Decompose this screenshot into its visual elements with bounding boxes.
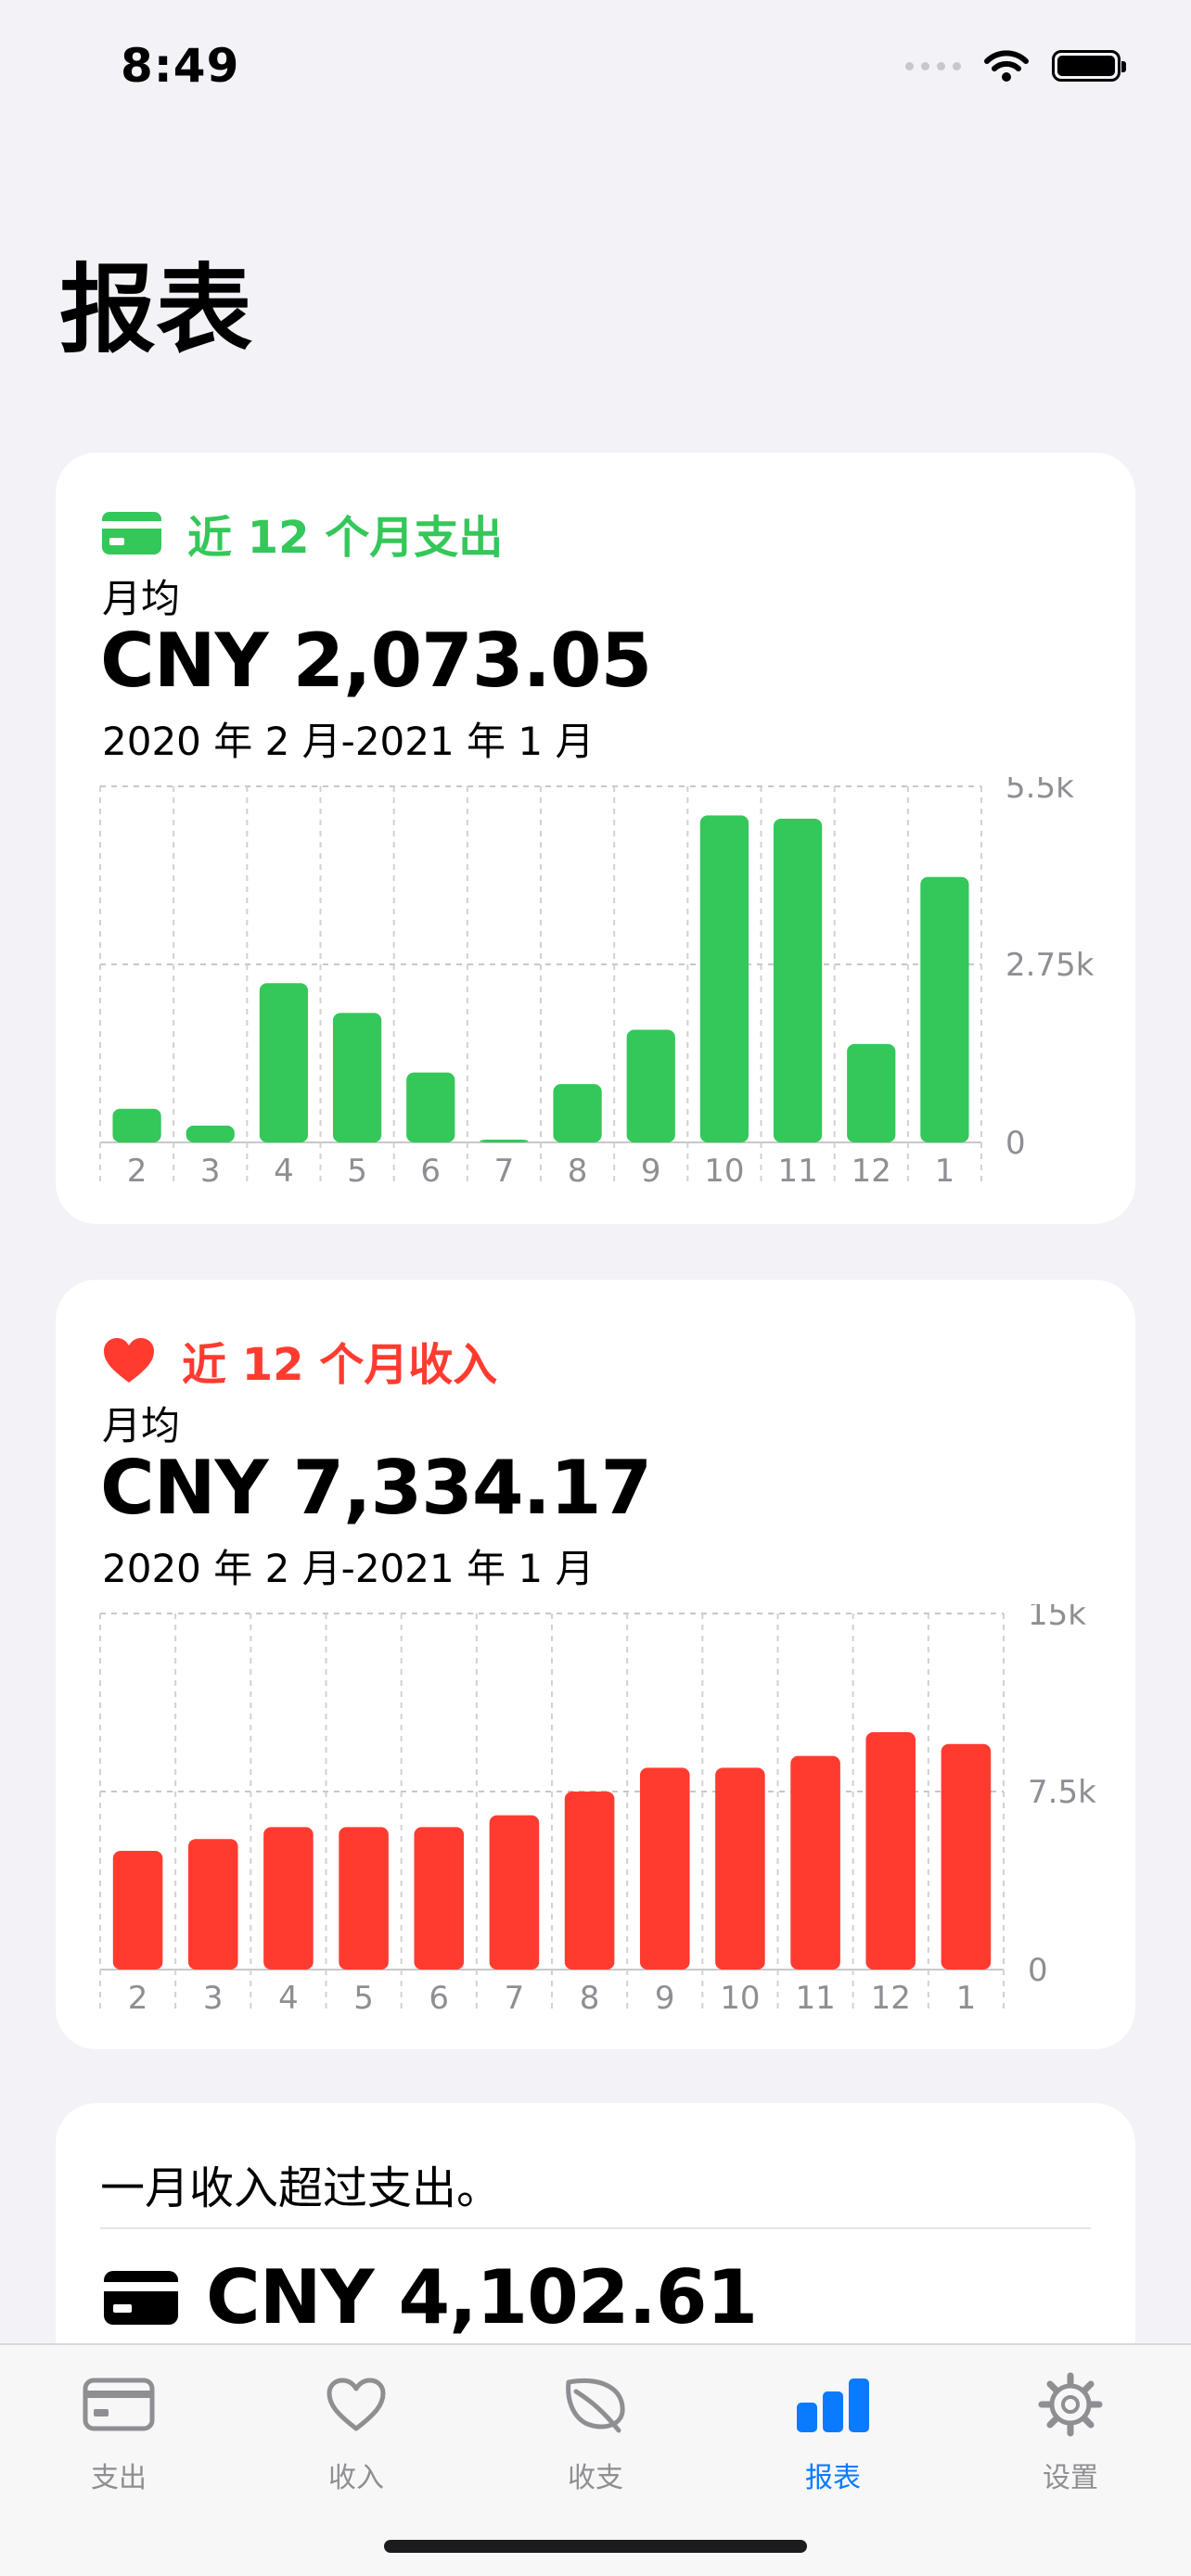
page-title: 报表 [59, 253, 253, 366]
y-tick-label: 0 [1005, 1125, 1026, 1162]
x-tick-label: 12 [852, 1153, 891, 1185]
tab-balance-label: 收支 [568, 2462, 623, 2494]
x-tick-label: 1 [956, 1980, 977, 2012]
income-card-header: 近 12 个月收入 [102, 1328, 497, 1393]
bar [187, 1839, 238, 1970]
x-tick-label: 5 [353, 1980, 374, 2012]
tab-expense[interactable]: 支出 [45, 2371, 193, 2495]
summary-row: CNY 4,102.61 [104, 2254, 758, 2340]
bar [112, 1108, 161, 1142]
x-tick-label: 7 [505, 1980, 525, 2012]
x-tick-label: 11 [795, 1980, 835, 2012]
x-tick-label: 11 [777, 1153, 817, 1185]
income-card[interactable]: 近 12 个月收入 月均 CNY 7,334.17 2020 年 2 月-202… [56, 1280, 1135, 2049]
bar [406, 1072, 455, 1142]
expense-period: 2020 年 2 月-2021 年 1 月 [102, 719, 595, 764]
tab-reports-label: 报表 [805, 2462, 861, 2494]
signal-icon [905, 61, 961, 70]
heart-icon [104, 1338, 154, 1383]
bar [847, 1043, 896, 1142]
leaf-icon [566, 2378, 625, 2433]
bar [553, 1084, 602, 1142]
bar [790, 1755, 840, 1970]
x-tick-label: 10 [720, 1980, 760, 2012]
y-tick-label: 5.5k [1005, 777, 1074, 806]
y-tick-label: 2.75k [1005, 947, 1095, 984]
income-avg-label: 月均 [102, 1403, 181, 1448]
bar [564, 1792, 615, 1970]
card-icon [83, 2378, 155, 2431]
tab-settings[interactable]: 设置 [996, 2371, 1145, 2495]
gear-icon [1038, 2372, 1103, 2437]
heart-icon [327, 2378, 386, 2431]
x-tick-label: 12 [871, 1980, 911, 2012]
y-tick-label: 0 [1028, 1952, 1048, 1989]
tab-income-label: 收入 [328, 2462, 384, 2494]
card-icon [104, 2271, 178, 2325]
tab-income[interactable]: 收入 [282, 2371, 430, 2495]
bar [639, 1767, 690, 1970]
income-card-title: 近 12 个月收入 [182, 1339, 498, 1391]
expense-chart: 2 3 4 5 6 7 8 9 10 11 12 1 5.5k 2.75k 0 [99, 777, 1095, 1185]
bar [715, 1767, 765, 1970]
expense-avg-label: 月均 [102, 576, 181, 621]
income-period: 2020 年 2 月-2021 年 1 月 [102, 1546, 595, 1591]
x-tick-label: 8 [580, 1980, 600, 2012]
x-tick-label: 6 [429, 1980, 449, 2012]
x-tick-label: 8 [568, 1153, 588, 1185]
expense-card[interactable]: 近 12 个月支出 月均 CNY 2,073.05 2020 年 2 月-202… [56, 453, 1135, 1224]
bar [186, 1125, 235, 1142]
bar [865, 1732, 916, 1970]
bar [332, 1013, 382, 1142]
summary-amount: CNY 4,102.61 [206, 2254, 758, 2340]
summary-text: 一月收入超过支出。 [100, 2162, 502, 2214]
x-tick-label: 2 [127, 1153, 147, 1185]
income-chart: 2 3 4 5 6 7 8 9 10 11 12 1 15k 7.5k 0 [99, 1604, 1096, 2012]
tab-balance[interactable]: 收支 [521, 2371, 670, 2495]
x-tick-label: 9 [655, 1980, 675, 2012]
income-amount: CNY 7,334.17 [100, 1445, 652, 1531]
status-time: 8:49 [121, 39, 240, 93]
bar [480, 1140, 529, 1142]
tab-reports[interactable]: 报表 [759, 2371, 907, 2495]
bar [489, 1815, 540, 1970]
tab-bar: 支出 收入 收支 报表 [0, 2343, 1191, 2576]
tab-expense-label: 支出 [91, 2462, 147, 2494]
bar [941, 1743, 992, 1970]
card-icon [102, 512, 161, 555]
x-tick-label: 3 [200, 1153, 221, 1185]
x-tick-label: 1 [935, 1153, 955, 1185]
bar [112, 1851, 163, 1970]
expense-amount: CNY 2,073.05 [100, 618, 652, 704]
bar [626, 1029, 675, 1142]
bar [259, 983, 309, 1142]
wifi-icon [984, 50, 1029, 82]
x-tick-label: 4 [278, 1980, 299, 2012]
x-tick-label: 4 [274, 1153, 294, 1185]
y-tick-label: 7.5k [1028, 1774, 1096, 1811]
bar [263, 1827, 314, 1970]
status-indicators [905, 48, 1126, 83]
chart-bar-icon [797, 2378, 869, 2432]
bar [414, 1827, 465, 1970]
bar [773, 818, 823, 1142]
x-tick-label: 7 [494, 1153, 515, 1185]
bar [339, 1827, 389, 1970]
bar [920, 876, 969, 1142]
x-tick-label: 3 [203, 1980, 224, 2012]
expense-card-header: 近 12 个月支出 [102, 501, 503, 566]
battery-icon [1052, 50, 1126, 82]
x-tick-label: 9 [641, 1153, 661, 1185]
expense-card-title: 近 12 个月支出 [187, 512, 504, 564]
x-tick-label: 10 [704, 1153, 744, 1185]
summary-divider [100, 2227, 1091, 2229]
x-tick-label: 2 [128, 1980, 148, 2012]
x-tick-label: 5 [347, 1153, 367, 1185]
tab-settings-label: 设置 [1043, 2462, 1098, 2494]
bar [699, 815, 749, 1142]
x-tick-label: 6 [420, 1153, 441, 1185]
home-indicator [384, 2540, 807, 2553]
y-tick-label: 15k [1028, 1604, 1086, 1633]
